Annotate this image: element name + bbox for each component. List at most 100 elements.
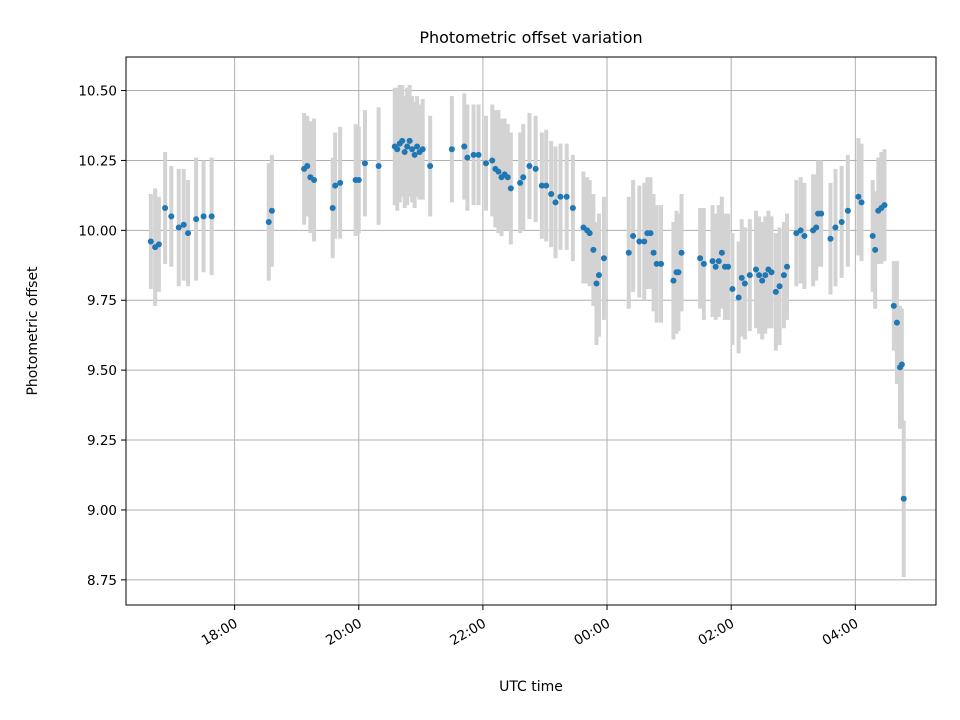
data-point <box>520 174 527 181</box>
data-point <box>900 495 907 502</box>
data-point <box>893 319 900 326</box>
data-point <box>636 238 643 245</box>
data-point <box>355 177 362 184</box>
y-tick-label: 10.50 <box>78 84 117 100</box>
data-point <box>526 163 533 170</box>
data-point <box>715 258 722 265</box>
data-point <box>869 232 876 239</box>
data-point <box>180 221 187 228</box>
y-tick-label: 9.25 <box>87 433 117 449</box>
data-point <box>475 151 482 158</box>
data-point <box>780 272 787 279</box>
data-point <box>590 246 597 253</box>
data-point <box>697 255 704 262</box>
data-point <box>586 230 593 237</box>
data-point <box>855 193 862 200</box>
data-point <box>448 146 455 153</box>
data-point <box>548 191 555 197</box>
data-point <box>653 260 660 267</box>
data-point <box>489 157 496 164</box>
x-axis-label: UTC time <box>499 679 563 695</box>
data-point <box>890 302 897 309</box>
data-point <box>394 146 401 153</box>
data-point <box>483 160 489 167</box>
data-point <box>625 249 632 256</box>
data-point <box>208 213 215 220</box>
data-point <box>543 182 550 189</box>
data-point <box>419 146 426 153</box>
data-point <box>712 263 719 270</box>
data-point <box>404 143 411 150</box>
data-point <box>155 241 162 248</box>
data-point <box>658 260 665 267</box>
data-point <box>414 143 421 150</box>
data-point <box>399 137 406 144</box>
data-point <box>329 204 336 211</box>
data-point <box>268 207 275 214</box>
y-tick-label: 9.50 <box>87 363 117 379</box>
grid-layer <box>126 57 936 605</box>
data-point <box>838 218 845 225</box>
data-point <box>569 204 576 211</box>
data-point <box>647 230 654 237</box>
data-point <box>650 249 657 256</box>
data-point <box>753 266 759 273</box>
data-point <box>801 232 808 239</box>
data-point <box>175 224 182 231</box>
data-point <box>881 202 888 209</box>
data-point <box>517 179 524 186</box>
data-point <box>427 163 434 170</box>
data-point <box>593 280 600 287</box>
data-point <box>759 277 766 284</box>
y-tick-label: 9.00 <box>87 503 117 519</box>
data-point <box>641 238 648 245</box>
chart-title: Photometric offset variation <box>419 28 642 47</box>
data-point <box>872 246 879 253</box>
y-tick-label: 10.25 <box>78 153 117 169</box>
data-point <box>756 272 763 279</box>
data-point <box>401 149 408 156</box>
data-point <box>738 274 745 281</box>
data-point <box>772 288 779 295</box>
data-point <box>185 230 192 237</box>
data-point <box>818 210 825 217</box>
data-point <box>557 193 564 200</box>
data-point <box>470 151 477 158</box>
y-tick-label: 8.75 <box>87 573 117 589</box>
data-point <box>709 258 716 265</box>
data-point <box>600 255 607 262</box>
data-point <box>147 238 154 245</box>
data-point <box>461 143 468 150</box>
data-point <box>729 286 736 293</box>
data-point <box>678 249 685 256</box>
data-point <box>670 277 677 284</box>
data-point <box>304 163 311 170</box>
data-point <box>700 260 707 267</box>
data-point <box>858 199 865 206</box>
data-point <box>193 216 200 223</box>
data-point <box>406 137 413 144</box>
data-point <box>762 272 769 279</box>
data-point <box>361 160 368 167</box>
data-point <box>784 263 791 270</box>
data-point <box>168 213 175 220</box>
data-point <box>265 218 272 225</box>
data-point <box>375 163 382 170</box>
data-point <box>630 232 637 239</box>
data-point <box>898 361 905 368</box>
data-point <box>718 249 725 256</box>
data-point <box>504 174 511 181</box>
point-layer <box>147 137 907 502</box>
data-point <box>495 168 502 175</box>
data-point <box>563 193 570 200</box>
data-point <box>595 272 602 279</box>
data-point <box>844 207 851 214</box>
data-point <box>507 185 514 192</box>
data-point <box>200 213 207 220</box>
data-point <box>768 269 775 276</box>
data-point <box>409 146 416 153</box>
data-point <box>725 263 732 270</box>
data-point <box>411 151 418 158</box>
data-point <box>735 294 742 301</box>
